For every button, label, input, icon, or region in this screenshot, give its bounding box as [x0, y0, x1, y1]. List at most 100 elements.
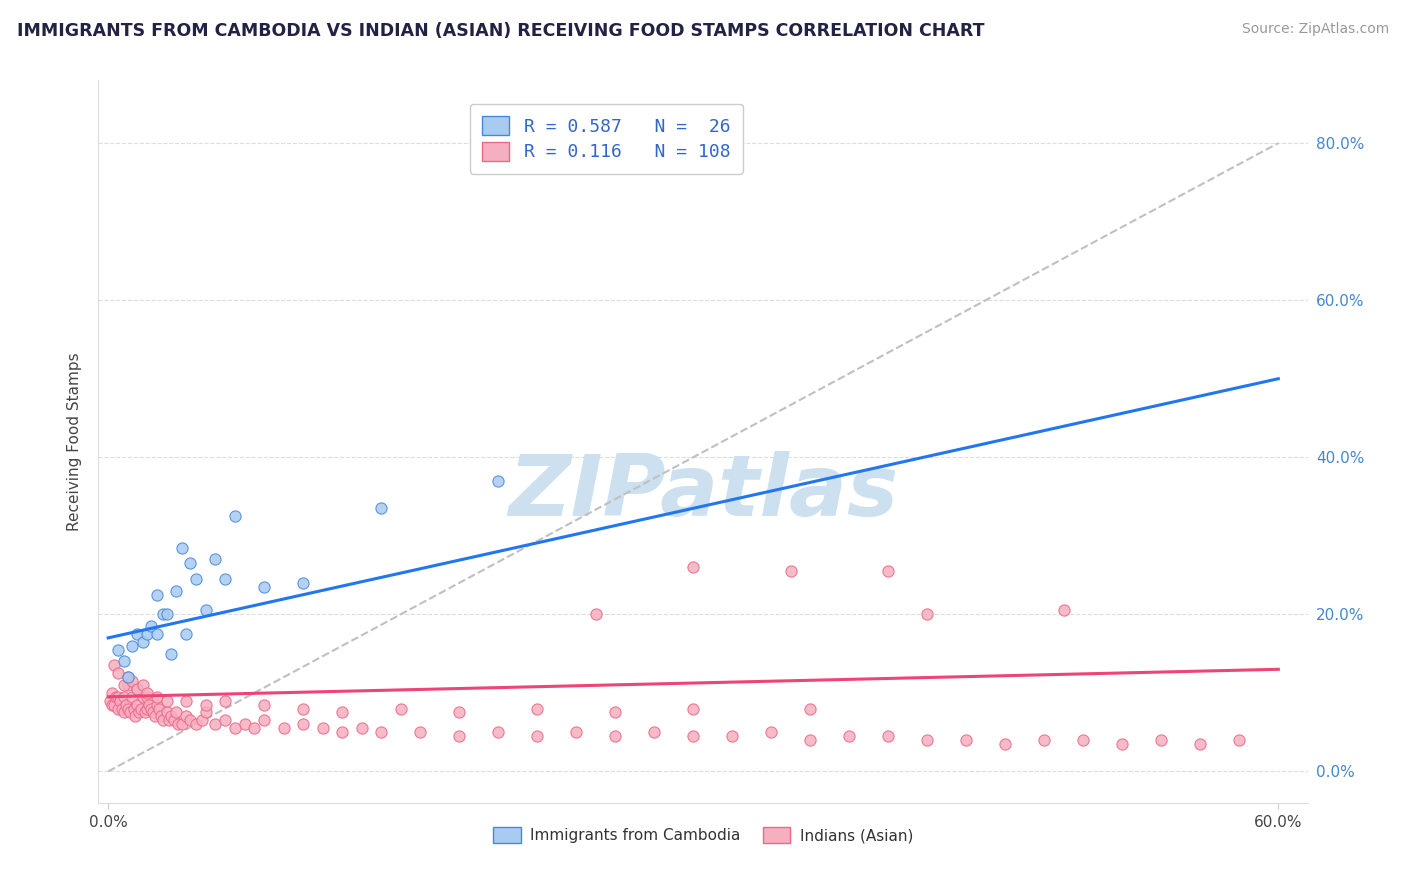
Point [312, 721, 335, 735]
Point [152, 607, 174, 622]
Point [877, 729, 900, 743]
Point [136, 690, 159, 704]
Point [107, 690, 129, 704]
Point [761, 725, 783, 739]
Point [127, 681, 149, 696]
Point [224, 721, 246, 735]
Point [253, 714, 276, 728]
Point [449, 729, 471, 743]
Point [172, 541, 194, 555]
Point [330, 706, 353, 720]
Point [159, 709, 181, 723]
Point [605, 706, 627, 720]
Point [179, 556, 201, 570]
Point [224, 509, 246, 524]
Point [486, 725, 509, 739]
Point [1053, 603, 1076, 617]
Point [214, 714, 236, 728]
Point [112, 706, 135, 720]
Point [108, 694, 131, 708]
Point [1071, 733, 1094, 747]
Point [370, 501, 392, 516]
Point [214, 572, 236, 586]
Point [292, 701, 315, 715]
Point [174, 627, 197, 641]
Legend: Immigrants from Cambodia, Indians (Asian): Immigrants from Cambodia, Indians (Asian… [486, 822, 920, 849]
Point [389, 701, 412, 715]
Point [194, 603, 217, 617]
Point [526, 729, 548, 743]
Point [1189, 737, 1212, 751]
Point [134, 706, 156, 720]
Point [121, 690, 143, 704]
Point [132, 690, 155, 704]
Point [157, 714, 180, 728]
Point [330, 725, 353, 739]
Point [111, 701, 134, 715]
Point [526, 701, 548, 715]
Point [143, 709, 166, 723]
Point [174, 709, 197, 723]
Point [1150, 733, 1173, 747]
Point [682, 701, 704, 715]
Point [214, 694, 236, 708]
Point [146, 588, 169, 602]
Point [1033, 733, 1056, 747]
Point [132, 635, 155, 649]
Point [117, 678, 139, 692]
Point [165, 583, 187, 598]
Point [184, 717, 207, 731]
Point [194, 706, 217, 720]
Point [585, 607, 607, 622]
Point [682, 729, 704, 743]
Point [124, 709, 146, 723]
Point [112, 678, 135, 692]
Point [163, 714, 186, 728]
Point [136, 627, 159, 641]
Y-axis label: Receiving Food Stamps: Receiving Food Stamps [67, 352, 83, 531]
Point [799, 733, 821, 747]
Point [127, 698, 149, 712]
Point [253, 580, 276, 594]
Point [779, 564, 801, 578]
Point [370, 725, 392, 739]
Point [122, 701, 145, 715]
Text: IMMIGRANTS FROM CAMBODIA VS INDIAN (ASIAN) RECEIVING FOOD STAMPS CORRELATION CHA: IMMIGRANTS FROM CAMBODIA VS INDIAN (ASIA… [17, 22, 984, 40]
Point [917, 733, 939, 747]
Point [136, 686, 159, 700]
Point [1111, 737, 1133, 751]
Point [103, 698, 125, 712]
Point [449, 706, 471, 720]
Point [138, 698, 160, 712]
Point [292, 717, 315, 731]
Point [605, 729, 627, 743]
Point [112, 690, 135, 704]
Point [172, 717, 194, 731]
Point [721, 729, 744, 743]
Point [179, 714, 201, 728]
Point [104, 690, 127, 704]
Point [132, 678, 155, 692]
Point [156, 706, 179, 720]
Point [167, 717, 190, 731]
Point [799, 701, 821, 715]
Point [682, 560, 704, 574]
Point [131, 701, 153, 715]
Point [136, 701, 159, 715]
Point [243, 721, 266, 735]
Point [159, 647, 181, 661]
Point [1227, 733, 1250, 747]
Point [273, 721, 295, 735]
Point [101, 686, 124, 700]
Point [292, 575, 315, 590]
Point [121, 639, 143, 653]
Text: Source: ZipAtlas.com: Source: ZipAtlas.com [1241, 22, 1389, 37]
Point [148, 701, 170, 715]
Point [156, 607, 179, 622]
Point [118, 706, 141, 720]
Point [117, 670, 139, 684]
Point [955, 733, 977, 747]
Point [103, 658, 125, 673]
Point [139, 701, 162, 715]
Point [643, 725, 665, 739]
